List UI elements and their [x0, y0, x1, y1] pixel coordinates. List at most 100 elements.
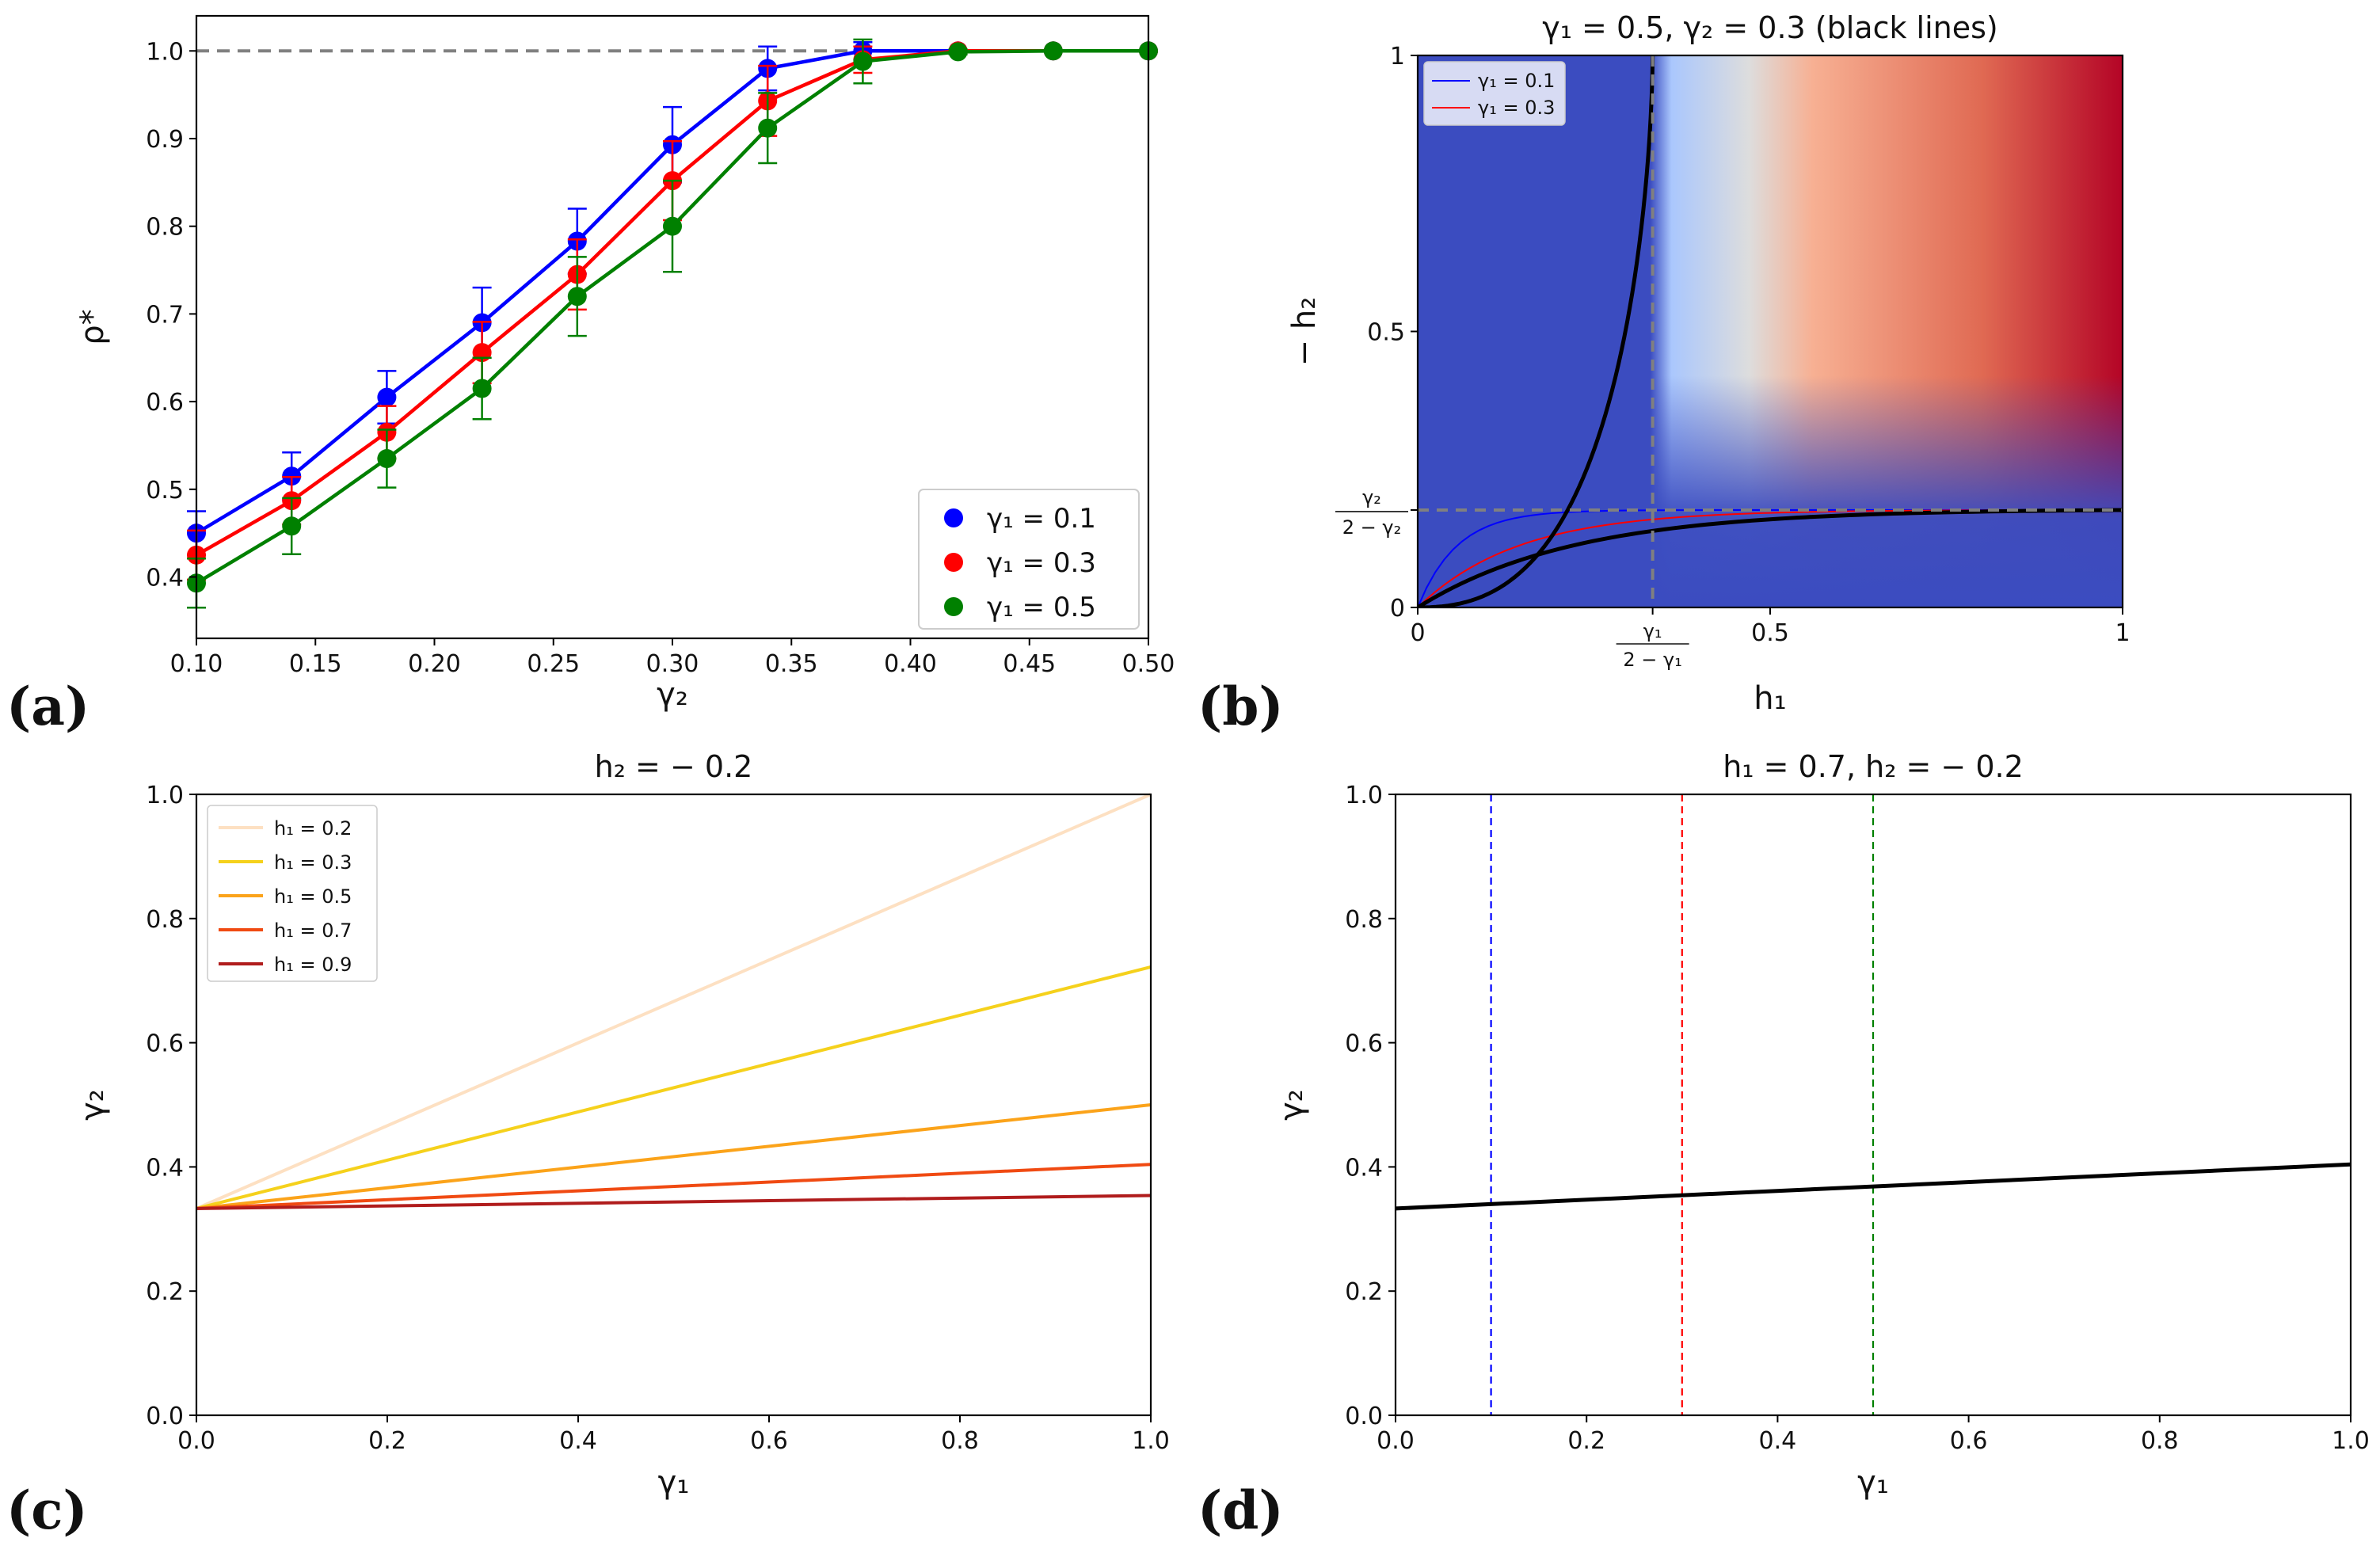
chart-c-series-line: [196, 1163, 1152, 1210]
chart-d: 0.0 0.2 0.4 0.6 0.8 1.0 0.0 0.2 0.4 0.6 0.8 1.0 h₁ …: [1274, 749, 2370, 1501]
chart-a-ytick-label: 0.4: [146, 565, 184, 592]
chart-c-legend: h₁ = 0.2 h₁ = 0.3 h₁ = 0.5 h₁ = 0.7 h₁ = 0.9: [207, 805, 378, 982]
chart-b-legend: γ₁ = 0.1 γ₁ = 0.3: [1423, 61, 1566, 126]
chart-c-legend-label: h₁ = 0.3: [274, 851, 352, 874]
chart-a-ytick-label: 0.5: [146, 477, 184, 504]
chart-b-special-ytick-den: 2 − γ₂: [1342, 516, 1401, 539]
chart-d-xtick-label: 0.8: [2141, 1427, 2179, 1455]
chart-a-ytick-label: 0.6: [146, 389, 184, 417]
chart-a-xtick-label: 0.45: [1003, 650, 1056, 678]
chart-a-legend: γ₁ = 0.1 γ₁ = 0.3 γ₁ = 0.5: [918, 489, 1140, 630]
chart-c: 0.0 0.2 0.4 0.6 0.8 1.0 0.0 0.2 0.4 0.6 0.8 1.0 h₂ …: [74, 749, 1170, 1501]
chart-d-xtick-label: 0.4: [1759, 1427, 1797, 1455]
chart-d-xlabel: γ₁: [1857, 1464, 1889, 1501]
chart-d-ytick-label: 0.2: [1345, 1278, 1383, 1306]
panel-label-c: (c): [6, 1479, 88, 1541]
chart-d-title: h₁ = 0.7, h₂ = − 0.2: [1723, 749, 2024, 784]
chart-c-xlabel: γ₁: [658, 1464, 690, 1501]
panel-label-d: (d): [1198, 1479, 1284, 1541]
chart-a-xtick-label: 0.50: [1122, 650, 1175, 678]
chart-c-legend-label: h₁ = 0.9: [274, 954, 352, 976]
chart-a-legend-label: γ₁ = 0.3: [987, 547, 1096, 579]
chart-a-xtick-label: 0.25: [527, 650, 580, 678]
chart-a: 0.10 0.15 0.20 0.25 0.30 0.35 0.40 0.45 0.50 0.4 0…: [74, 14, 1175, 713]
chart-c-ylabel: γ₂: [74, 1089, 111, 1121]
chart-d-ytick-label: 1.0: [1345, 782, 1383, 809]
chart-b-xlabel: h₁: [1754, 680, 1786, 717]
panel-label-b: (b): [1198, 676, 1284, 737]
chart-b-xtick-label: 0: [1410, 619, 1425, 647]
chart-b-upper-region: [1418, 55, 1653, 607]
chart-a-point: [758, 118, 778, 138]
chart-a-xtick-label: 0.15: [289, 650, 342, 678]
chart-c-ytick-label: 0.0: [146, 1403, 184, 1430]
chart-a-legend-marker: [944, 553, 963, 572]
chart-b-xtick-label: 0.5: [1751, 619, 1789, 647]
chart-d-xtick-label: 0.6: [1950, 1427, 1988, 1455]
chart-a-ylabel: ρ*: [74, 309, 111, 345]
chart-a-xtick-label: 0.10: [170, 650, 223, 678]
chart-a-point: [282, 516, 302, 536]
chart-c-legend-label: h₁ = 0.5: [274, 885, 352, 908]
chart-b-title: γ₁ = 0.5, γ₂ = 0.3 (black lines): [1542, 10, 1998, 45]
chart-b: 0 0.5 1 0 0.5 1 γ₁ 2 − γ₁ γ₂ 2 − γ₂ γ₁ = 0.5, γ₂ …: [1286, 10, 2131, 717]
chart-a-xtick-label: 0.20: [408, 650, 461, 678]
chart-c-xtick-label: 0.4: [559, 1427, 597, 1455]
chart-d-ytick-label: 0.4: [1345, 1154, 1383, 1182]
chart-a-point: [663, 216, 682, 236]
chart-b-legend-label: γ₁ = 0.3: [1478, 97, 1555, 119]
chart-a-point: [377, 387, 397, 407]
chart-c-ytick-label: 0.2: [146, 1278, 184, 1306]
chart-a-legend-label: γ₁ = 0.5: [987, 592, 1096, 623]
chart-c-xtick-label: 0.8: [941, 1427, 979, 1455]
chart-b-special-ytick-num: γ₂: [1362, 486, 1381, 508]
chart-b-legend-label: γ₁ = 0.1: [1478, 70, 1555, 92]
chart-c-ytick-label: 0.6: [146, 1030, 184, 1058]
chart-d-ytick-label: 0.8: [1345, 906, 1383, 934]
chart-a-legend-marker: [944, 597, 963, 616]
chart-a-ytick-label: 0.8: [146, 214, 184, 242]
chart-c-ytick-label: 0.4: [146, 1154, 184, 1182]
chart-c-series-line: [196, 965, 1152, 1210]
chart-b-special-xtick-num: γ₁: [1643, 620, 1662, 642]
chart-b-ylabel: − h₂: [1286, 297, 1323, 367]
chart-d-ylabel: γ₂: [1274, 1089, 1310, 1121]
chart-a-legend-label: γ₁ = 0.1: [987, 503, 1096, 535]
chart-a-xtick-label: 0.30: [646, 650, 699, 678]
chart-b-legend-box: [1423, 61, 1566, 126]
chart-a-point: [948, 42, 968, 62]
chart-a-legend-box: [918, 489, 1140, 630]
chart-c-xtick-label: 1.0: [1132, 1427, 1170, 1455]
chart-a-point: [472, 379, 492, 398]
chart-c-legend-label: h₁ = 0.2: [274, 817, 352, 840]
chart-d-xtick-label: 0.0: [1377, 1427, 1415, 1455]
chart-a-legend-marker: [944, 508, 963, 527]
chart-a-ytick-label: 0.9: [146, 126, 184, 154]
chart-d-ytick-label: 0.0: [1345, 1403, 1383, 1430]
chart-a-point: [377, 449, 397, 469]
chart-c-ytick-label: 0.8: [146, 906, 184, 934]
chart-c-series-line: [196, 793, 1152, 1210]
chart-a-ytick-label: 0.7: [146, 301, 184, 329]
chart-a-ytick-label: 1.0: [146, 38, 184, 66]
chart-a-point: [1043, 41, 1063, 61]
chart-a-xtick-label: 0.35: [765, 650, 818, 678]
chart-d-ytick-label: 0.6: [1345, 1030, 1383, 1058]
chart-a-point: [853, 51, 873, 71]
chart-d-xtick-label: 0.2: [1567, 1427, 1605, 1455]
chart-b-xtick-label: 1: [2115, 619, 2130, 647]
chart-b-special-xtick-den: 2 − γ₁: [1623, 649, 1681, 671]
chart-c-series-line: [196, 1103, 1152, 1210]
chart-a-xlabel: γ₂: [657, 676, 688, 713]
chart-c-xtick-label: 0.6: [750, 1427, 788, 1455]
chart-c-xtick-label: 0.2: [368, 1427, 406, 1455]
chart-a-xtick-label: 0.40: [884, 650, 937, 678]
chart-c-title: h₂ = − 0.2: [595, 749, 753, 784]
panel-label-a: (a): [6, 676, 89, 737]
chart-b-ytick-label: 0: [1390, 595, 1405, 623]
chart-b-black-upper: [1418, 55, 1655, 607]
chart-b-ytick-label: 1: [1390, 43, 1405, 70]
chart-d-boundary-line: [1395, 1162, 2351, 1211]
chart-c-xtick-label: 0.0: [177, 1427, 215, 1455]
